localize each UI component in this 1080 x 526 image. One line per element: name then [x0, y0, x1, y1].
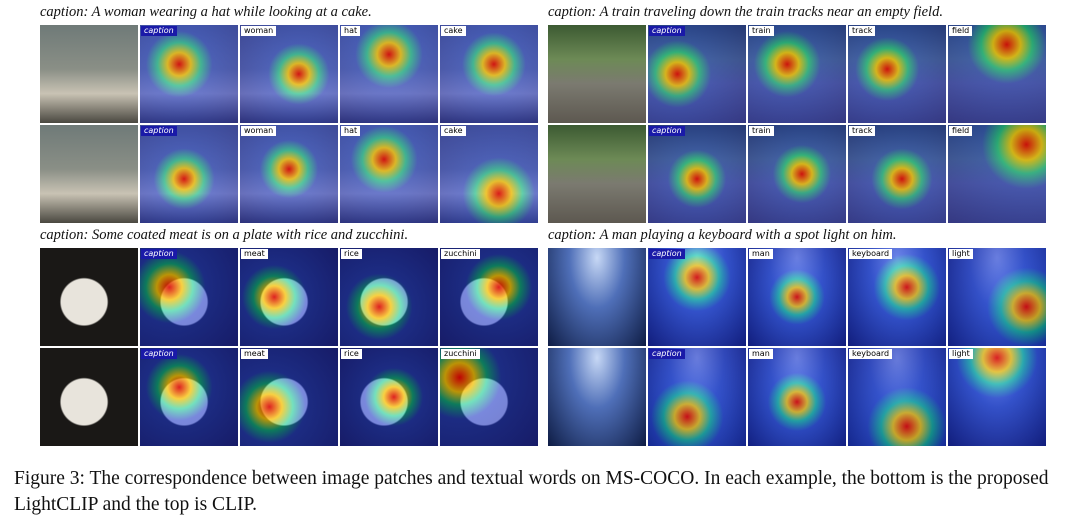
word-label: caption	[141, 349, 177, 359]
word-label: zucchini	[441, 249, 480, 259]
heatmap: zucchini	[440, 248, 538, 346]
word-label: track	[849, 126, 876, 136]
word-label: woman	[241, 26, 277, 36]
figure-caption: Figure 3: The correspondence between ima…	[14, 468, 1049, 515]
heatmap: caption	[140, 348, 238, 446]
heatmap: meat	[240, 248, 338, 346]
heatmap: train	[748, 25, 846, 123]
heatmap: light	[948, 348, 1046, 446]
heatmap: field	[948, 125, 1046, 223]
panel-caption: caption: Some coated meat is on a plate …	[40, 227, 409, 243]
heatmap: field	[948, 25, 1046, 123]
heatmap: zucchini	[440, 348, 538, 446]
word-label: light	[949, 249, 973, 259]
heatmap: rice	[340, 248, 438, 346]
heatmap: keyboard	[848, 248, 946, 346]
heatmap: train	[748, 125, 846, 223]
word-label: rice	[341, 249, 362, 259]
heatmap: cake	[440, 25, 538, 123]
photo	[548, 25, 646, 123]
word-label: caption	[649, 126, 685, 136]
word-label: caption	[649, 349, 685, 359]
heatmap: man	[748, 248, 846, 346]
heatmap: track	[848, 125, 946, 223]
photo	[40, 348, 138, 446]
photo	[40, 25, 138, 123]
heatmap: caption	[140, 248, 238, 346]
photo	[40, 125, 138, 223]
heatmap: track	[848, 25, 946, 123]
heatmap: caption	[648, 348, 746, 446]
word-label: field	[949, 26, 973, 36]
word-label: woman	[241, 126, 277, 136]
word-label: caption	[141, 249, 177, 259]
word-label: meat	[241, 249, 268, 259]
photo	[548, 348, 646, 446]
heatmap: woman	[240, 25, 338, 123]
heatmap: caption	[140, 25, 238, 123]
heatmap: rice	[340, 348, 438, 446]
word-label: meat	[241, 349, 268, 359]
word-label: caption	[141, 126, 177, 136]
word-label: train	[749, 26, 774, 36]
word-label: track	[849, 26, 876, 36]
heatmap: caption	[648, 25, 746, 123]
panel-caption: caption: A woman wearing a hat while loo…	[40, 4, 372, 20]
word-label: man	[749, 349, 773, 359]
panel-caption: caption: A man playing a keyboard with a…	[548, 227, 897, 243]
word-label: caption	[649, 26, 685, 36]
heatmap: keyboard	[848, 348, 946, 446]
word-label: light	[949, 349, 973, 359]
heatmap: cake	[440, 125, 538, 223]
photo	[40, 248, 138, 346]
word-label: cake	[441, 126, 466, 136]
heatmap: caption	[140, 125, 238, 223]
heatmap: light	[948, 248, 1046, 346]
heatmap: woman	[240, 125, 338, 223]
word-label: hat	[341, 126, 361, 136]
photo	[548, 125, 646, 223]
word-label: hat	[341, 26, 361, 36]
word-label: rice	[341, 349, 362, 359]
word-label: caption	[649, 249, 685, 259]
heatmap: man	[748, 348, 846, 446]
heatmap: caption	[648, 248, 746, 346]
word-label: man	[749, 249, 773, 259]
word-label: keyboard	[849, 349, 893, 359]
heatmap: hat	[340, 25, 438, 123]
photo	[548, 248, 646, 346]
word-label: cake	[441, 26, 466, 36]
word-label: train	[749, 126, 774, 136]
word-label: field	[949, 126, 973, 136]
heatmap: meat	[240, 348, 338, 446]
panel-caption: caption: A train traveling down the trai…	[548, 4, 943, 20]
word-label: zucchini	[441, 349, 480, 359]
heatmap: hat	[340, 125, 438, 223]
word-label: caption	[141, 26, 177, 36]
heatmap: caption	[648, 125, 746, 223]
word-label: keyboard	[849, 249, 893, 259]
